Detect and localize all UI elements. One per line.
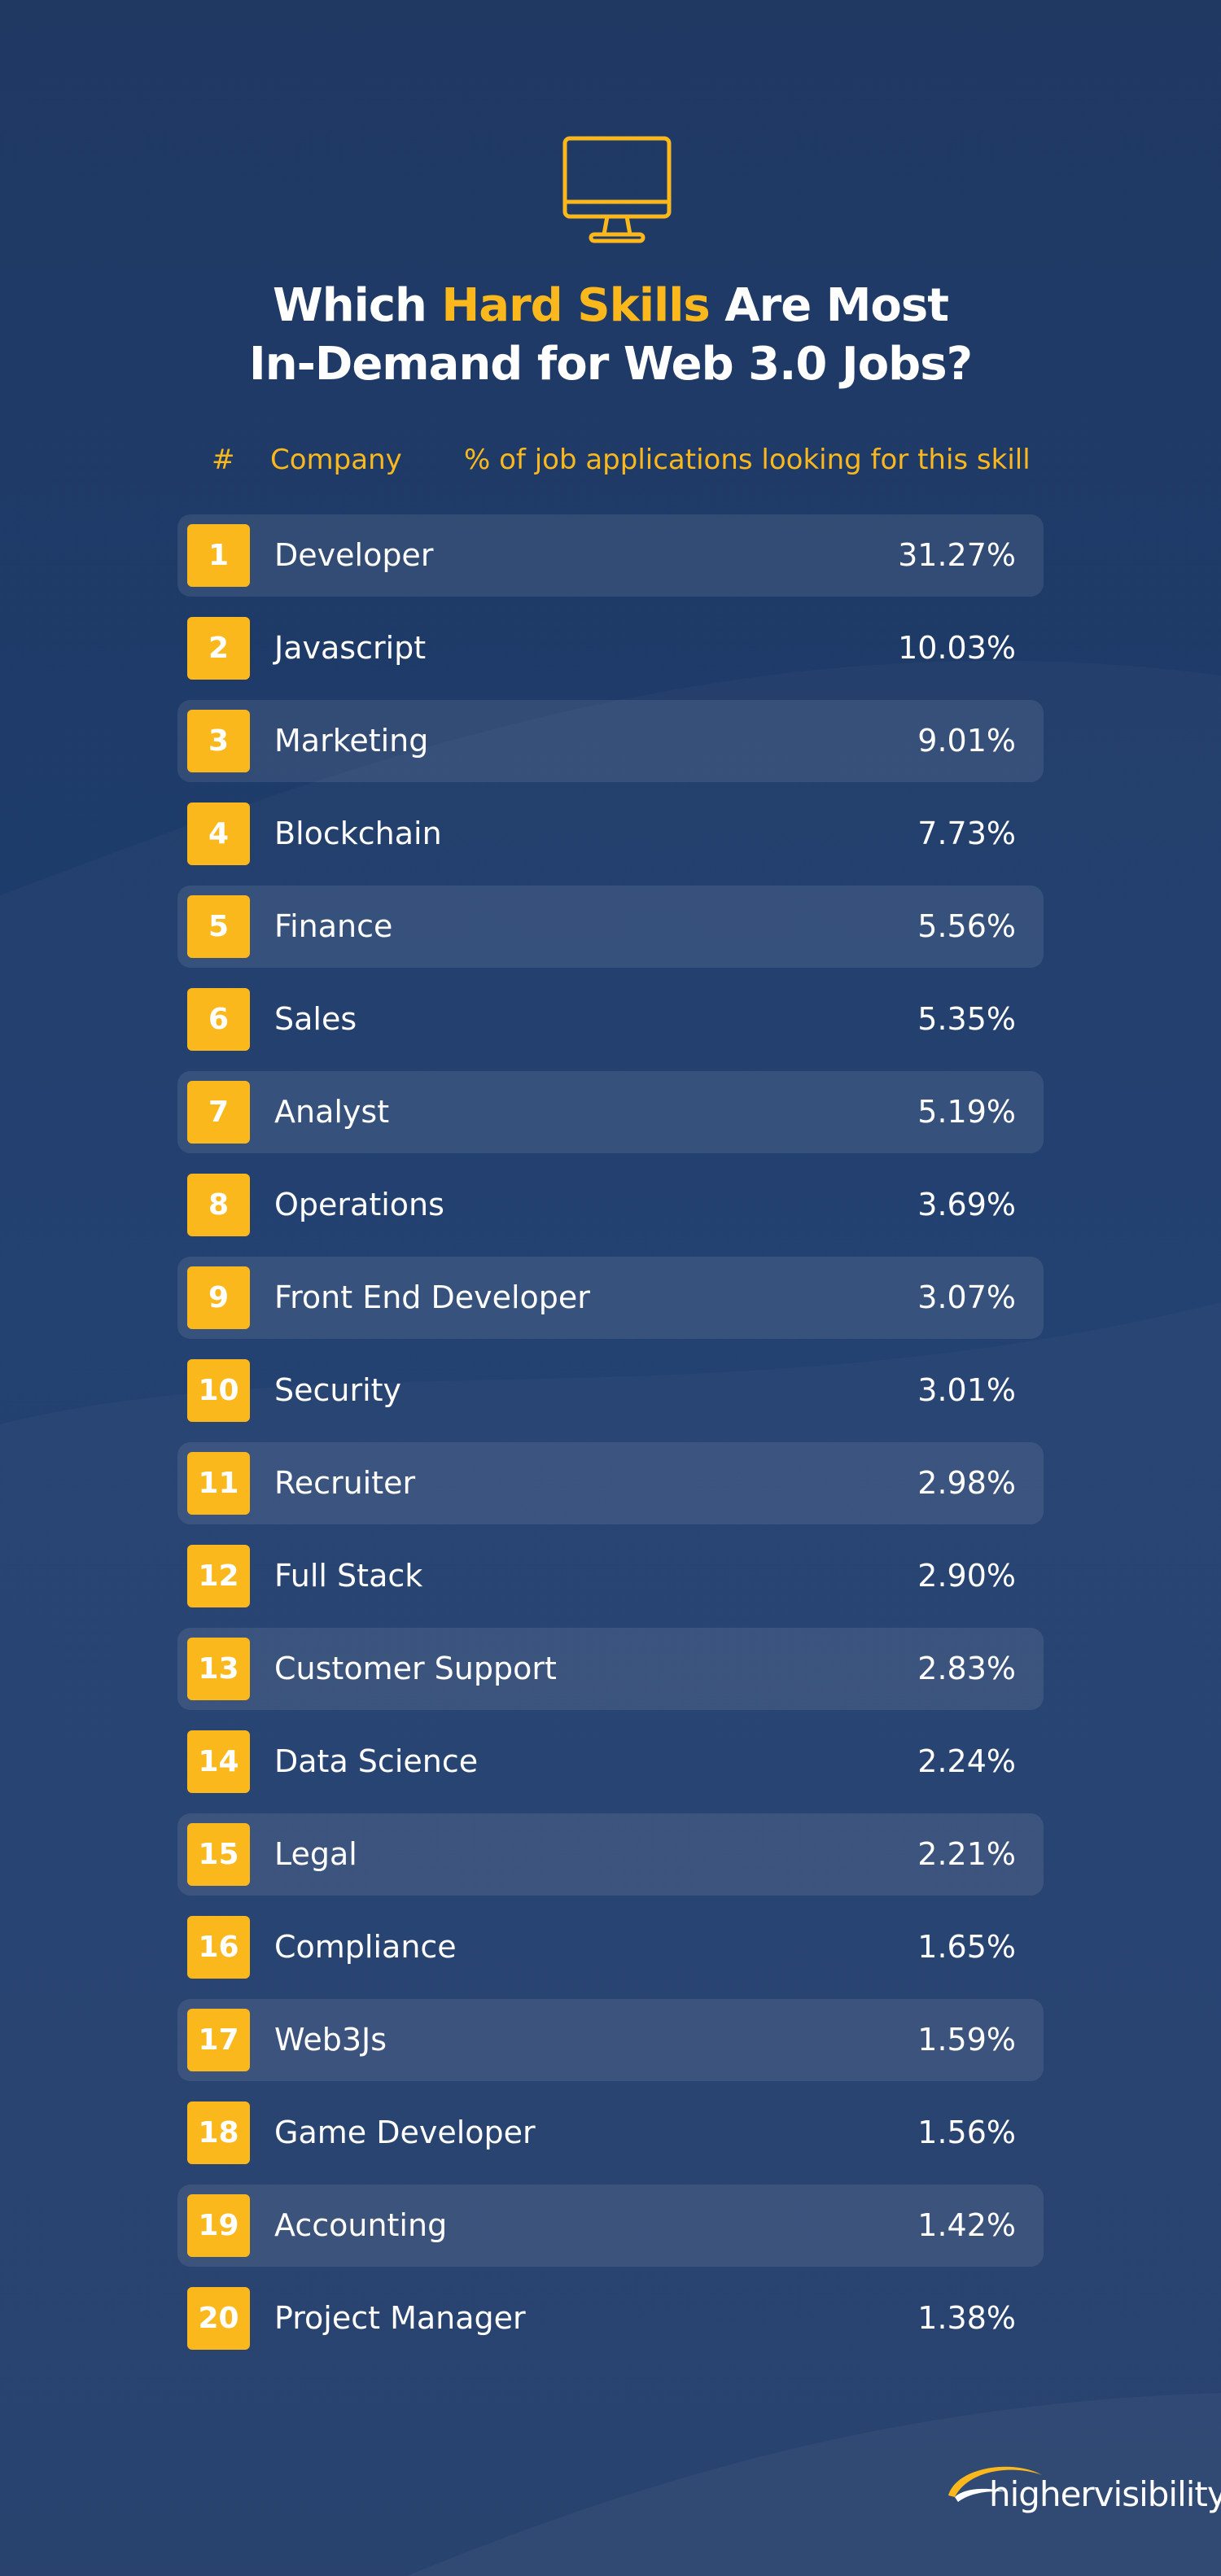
skill-name: Compliance: [274, 1929, 457, 1965]
skill-name: Security: [274, 1372, 402, 1408]
rank-badge: 1: [187, 524, 250, 587]
logo-text: highervisibility: [989, 2474, 1221, 2514]
rank-badge: 15: [187, 1823, 250, 1886]
rank-badge: 3: [187, 710, 250, 772]
column-header: Company: [270, 444, 402, 476]
skill-percent: 3.01%: [917, 1372, 1016, 1408]
skill-name: Data Science: [274, 1743, 479, 1779]
table-row: 3 Marketing 9.01%: [177, 700, 1044, 782]
skill-percent: 5.19%: [917, 1094, 1016, 1130]
table-row: 1 Developer 31.27%: [177, 514, 1044, 597]
rank-badge: 11: [187, 1452, 250, 1515]
column-header: #: [212, 444, 235, 476]
rank-badge: 8: [187, 1174, 250, 1236]
title-text: Which: [273, 279, 427, 332]
skill-percent: 3.69%: [917, 1187, 1016, 1222]
skill-name: Full Stack: [274, 1558, 423, 1594]
table-row: 17 Web3Js 1.59%: [177, 1999, 1044, 2081]
skill-percent: 3.07%: [917, 1279, 1016, 1315]
skill-name: Operations: [274, 1187, 444, 1222]
skill-name: Project Manager: [274, 2300, 526, 2336]
table-row: 16 Compliance 1.65%: [177, 1906, 1044, 1988]
title-highlight: Hard Skills: [441, 279, 710, 332]
skill-percent: 2.98%: [917, 1465, 1016, 1501]
rank-badge: 7: [187, 1081, 250, 1144]
rank-badge: 20: [187, 2287, 250, 2350]
table-row: 5 Finance 5.56%: [177, 886, 1044, 968]
monitor-icon: [562, 136, 672, 243]
skill-name: Blockchain: [274, 816, 442, 851]
skill-percent: 1.65%: [917, 1929, 1016, 1965]
table-row: 6 Sales 5.35%: [177, 978, 1044, 1061]
table-row: 15 Legal 2.21%: [177, 1813, 1044, 1896]
table-row: 14 Data Science 2.24%: [177, 1721, 1044, 1803]
rank-badge: 13: [187, 1638, 250, 1700]
title-text: Are Most: [724, 279, 949, 332]
title-text: In-Demand for Web 3.0 Jobs?: [248, 338, 973, 391]
skill-percent: 2.24%: [917, 1743, 1016, 1779]
table-row: 9 Front End Developer 3.07%: [177, 1257, 1044, 1339]
skill-percent: 2.21%: [917, 1836, 1016, 1872]
table-row: 4 Blockchain 7.73%: [177, 793, 1044, 875]
skill-name: Sales: [274, 1001, 357, 1037]
title: Which Hard Skills Are Most In-Demand for…: [0, 277, 1221, 394]
logo: highervisibility: [948, 2466, 1221, 2514]
rank-badge: 4: [187, 803, 250, 865]
skill-name: Accounting: [274, 2207, 448, 2243]
skill-name: Marketing: [274, 723, 429, 759]
table-row: 10 Security 3.01%: [177, 1349, 1044, 1432]
table-row: 13 Customer Support 2.83%: [177, 1628, 1044, 1710]
rank-badge: 19: [187, 2194, 250, 2257]
skill-percent: 2.83%: [917, 1651, 1016, 1686]
rank-badge: 9: [187, 1266, 250, 1329]
skill-percent: 7.73%: [917, 816, 1016, 851]
skill-percent: 5.35%: [917, 1001, 1016, 1037]
rank-badge: 14: [187, 1730, 250, 1793]
rank-badge: 2: [187, 617, 250, 680]
skill-percent: 1.59%: [917, 2022, 1016, 2058]
skill-name: Javascript: [274, 630, 427, 666]
skill-percent: 1.42%: [917, 2207, 1016, 2243]
rank-badge: 18: [187, 2101, 250, 2164]
rank-badge: 12: [187, 1545, 250, 1607]
skill-percent: 2.90%: [917, 1558, 1016, 1594]
rank-badge: 5: [187, 895, 250, 958]
table-row: 11 Recruiter 2.98%: [177, 1442, 1044, 1524]
rank-badge: 17: [187, 2009, 250, 2071]
skill-name: Legal: [274, 1836, 357, 1872]
column-header: % of job applications looking for this s…: [464, 444, 1031, 476]
skill-name: Finance: [274, 908, 393, 944]
skill-name: Analyst: [274, 1094, 390, 1130]
table-row: 19 Accounting 1.42%: [177, 2185, 1044, 2267]
rank-badge: 6: [187, 988, 250, 1051]
table-row: 8 Operations 3.69%: [177, 1164, 1044, 1246]
skill-name: Customer Support: [274, 1651, 557, 1686]
skill-percent: 1.38%: [917, 2300, 1016, 2336]
rank-badge: 16: [187, 1916, 250, 1979]
table-row: 18 Game Developer 1.56%: [177, 2092, 1044, 2174]
table-row: 12 Full Stack 2.90%: [177, 1535, 1044, 1617]
skill-percent: 9.01%: [917, 723, 1016, 759]
skill-name: Web3Js: [274, 2022, 387, 2058]
rank-badge: 10: [187, 1359, 250, 1422]
skill-name: Game Developer: [274, 2115, 536, 2150]
skill-name: Developer: [274, 537, 434, 573]
skill-name: Recruiter: [274, 1465, 416, 1501]
skill-percent: 31.27%: [898, 537, 1016, 573]
skill-name: Front End Developer: [274, 1279, 590, 1315]
skill-percent: 1.56%: [917, 2115, 1016, 2150]
skill-percent: 5.56%: [917, 908, 1016, 944]
logo-swoosh: [948, 2466, 1042, 2502]
table-row: 7 Analyst 5.19%: [177, 1071, 1044, 1153]
skill-percent: 10.03%: [898, 630, 1016, 666]
table-row: 20 Project Manager 1.38%: [177, 2277, 1044, 2360]
table-row: 2 Javascript 10.03%: [177, 607, 1044, 689]
